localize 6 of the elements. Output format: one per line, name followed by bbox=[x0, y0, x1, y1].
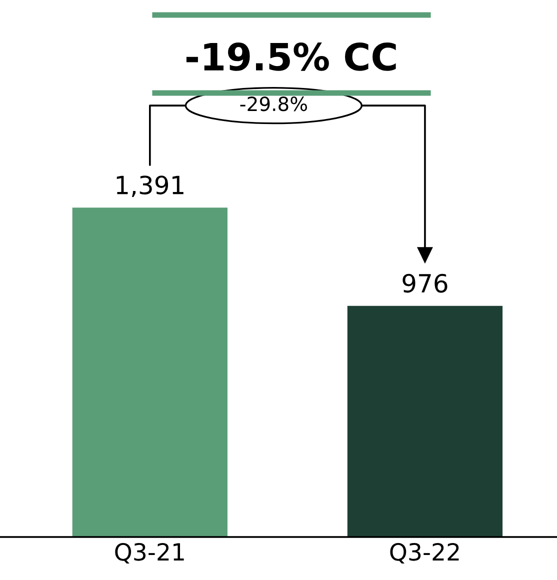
x-tick-label: Q3-21 bbox=[115, 542, 184, 564]
data-label: 976 bbox=[402, 274, 448, 293]
x-tick-label: Q3-22 bbox=[390, 542, 459, 564]
data-label: 1,391 bbox=[116, 176, 184, 198]
chart-title: -19.5% CC bbox=[186, 42, 396, 71]
text: -29.8% bbox=[240, 96, 308, 112]
